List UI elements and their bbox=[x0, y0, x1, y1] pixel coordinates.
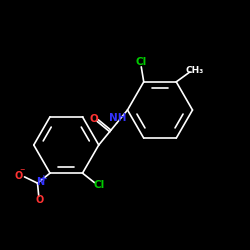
Text: Cl: Cl bbox=[136, 57, 147, 67]
Text: O: O bbox=[35, 196, 43, 205]
Text: Cl: Cl bbox=[94, 180, 104, 190]
Text: N: N bbox=[36, 177, 44, 187]
Text: CH₃: CH₃ bbox=[186, 66, 204, 75]
Text: ⁻: ⁻ bbox=[20, 168, 25, 177]
Text: NH: NH bbox=[109, 113, 126, 123]
Text: +: + bbox=[40, 174, 47, 183]
Text: O: O bbox=[15, 171, 23, 181]
Text: O: O bbox=[89, 114, 98, 124]
